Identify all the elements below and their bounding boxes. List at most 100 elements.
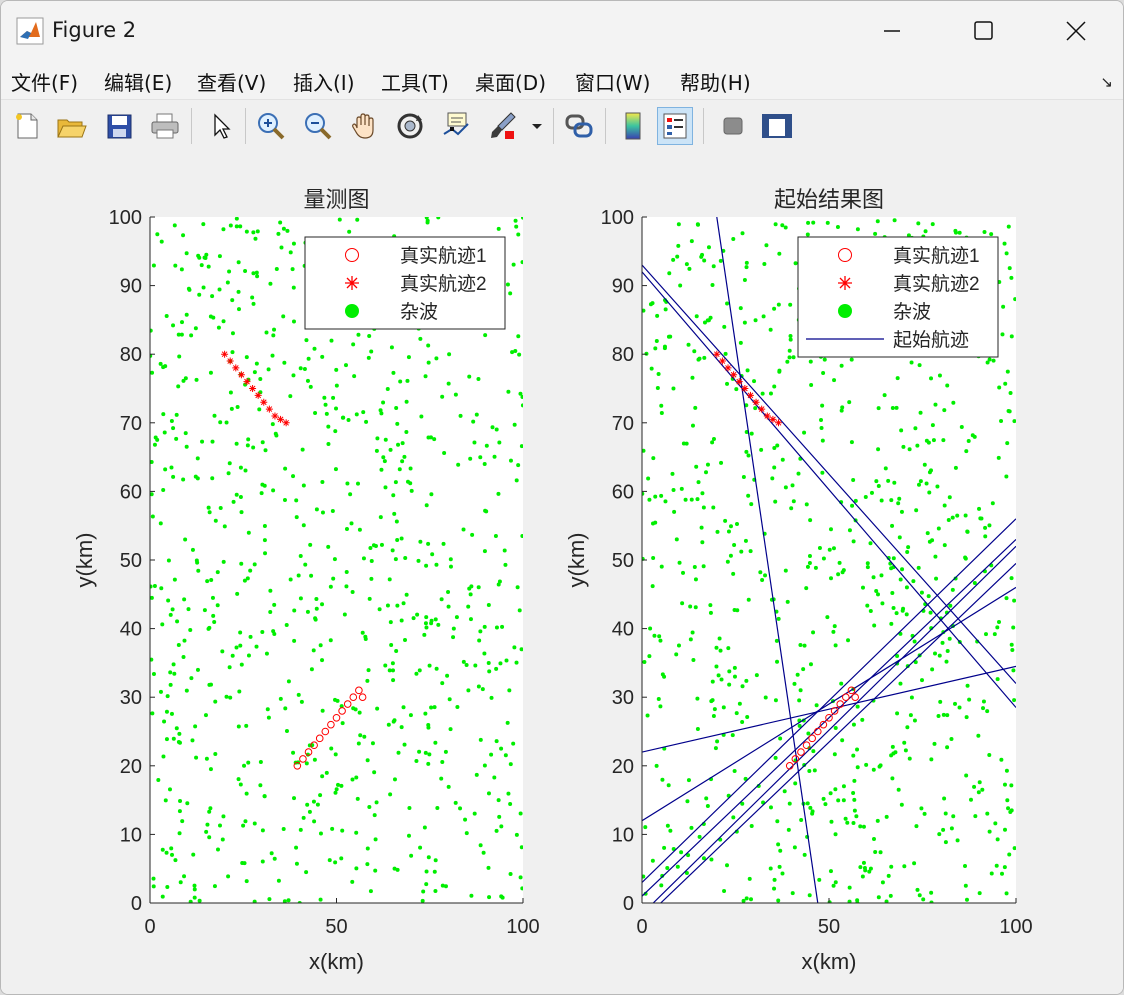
colorbar-button[interactable] bbox=[615, 107, 651, 145]
clutter-point bbox=[854, 814, 859, 819]
menu-file[interactable]: 文件(F) bbox=[11, 71, 79, 95]
menu-desktop[interactable]: 桌面(D) bbox=[475, 71, 547, 95]
clutter-point bbox=[282, 497, 287, 502]
initiated-track-line bbox=[642, 271, 1016, 708]
new-figure-button[interactable] bbox=[9, 107, 45, 145]
legend-marker-star bbox=[345, 276, 359, 290]
clutter-point bbox=[471, 419, 476, 424]
clutter-point bbox=[201, 222, 206, 227]
track2-point bbox=[752, 398, 760, 406]
clutter-point bbox=[700, 252, 705, 257]
clutter-point bbox=[284, 622, 289, 627]
menu-insert[interactable]: 插入(I) bbox=[293, 71, 355, 95]
clutter-point bbox=[270, 422, 275, 427]
clutter-point bbox=[440, 394, 445, 399]
data-cursor-button[interactable] bbox=[438, 107, 474, 145]
hide-plot-tools-button[interactable] bbox=[715, 107, 751, 145]
clutter-point bbox=[685, 799, 690, 804]
clutter-point bbox=[290, 267, 295, 272]
zoom-out-button[interactable] bbox=[300, 107, 336, 145]
open-file-button[interactable] bbox=[53, 107, 89, 145]
clutter-point bbox=[788, 333, 793, 338]
menu-help[interactable]: 帮助(H) bbox=[680, 71, 751, 95]
clutter-point bbox=[833, 643, 838, 648]
zoom-in-button[interactable] bbox=[253, 107, 289, 145]
clutter-point bbox=[951, 400, 956, 405]
clutter-point bbox=[965, 529, 970, 534]
track1-point bbox=[293, 762, 302, 770]
clutter-point bbox=[221, 227, 226, 232]
clutter-point bbox=[734, 711, 739, 716]
clutter-point bbox=[499, 746, 504, 751]
clutter-point bbox=[772, 446, 777, 451]
clutter-point bbox=[777, 864, 782, 869]
clutter-point bbox=[276, 878, 281, 883]
clutter-point bbox=[865, 603, 870, 608]
save-button[interactable] bbox=[101, 107, 137, 145]
clutter-point bbox=[719, 677, 724, 682]
clutter-point bbox=[711, 264, 716, 269]
track1-point bbox=[851, 693, 859, 702]
clutter-point bbox=[894, 405, 899, 410]
clutter-point bbox=[314, 507, 319, 512]
menu-view[interactable]: 查看(V) bbox=[197, 71, 267, 95]
clutter-point bbox=[811, 749, 816, 754]
clutter-point bbox=[179, 267, 184, 272]
clutter-point bbox=[395, 867, 400, 872]
brush-dropdown[interactable] bbox=[527, 107, 547, 145]
menu-window[interactable]: 窗口(W) bbox=[575, 71, 651, 95]
clutter-point bbox=[378, 408, 383, 413]
pan-button[interactable] bbox=[346, 107, 382, 145]
clutter-point bbox=[268, 281, 273, 286]
clutter-point bbox=[252, 370, 257, 375]
clutter-point bbox=[764, 243, 769, 248]
clutter-point bbox=[298, 827, 303, 832]
clutter-point bbox=[807, 553, 812, 558]
clutter-point bbox=[383, 663, 388, 668]
clutter-point bbox=[177, 831, 182, 836]
clutter-point bbox=[683, 497, 688, 502]
clutter-point bbox=[659, 883, 664, 888]
track2-point bbox=[763, 412, 771, 420]
show-plot-tools-button[interactable] bbox=[759, 107, 795, 145]
clutter-point bbox=[387, 668, 392, 673]
clutter-point bbox=[166, 558, 171, 563]
clutter-point bbox=[746, 597, 751, 602]
clutter-point bbox=[899, 802, 904, 807]
brush-button[interactable] bbox=[485, 107, 521, 145]
menu-tools[interactable]: 工具(T) bbox=[381, 71, 449, 95]
dock-arrow-icon[interactable]: ↘ bbox=[1100, 73, 1113, 91]
clutter-point bbox=[515, 585, 520, 590]
clutter-point bbox=[650, 521, 655, 526]
maximize-button[interactable] bbox=[938, 1, 1030, 61]
clutter-point bbox=[1002, 827, 1007, 832]
clutter-point bbox=[793, 261, 798, 266]
link-plot-button[interactable] bbox=[561, 107, 597, 145]
clutter-point bbox=[814, 703, 819, 708]
legend-button[interactable] bbox=[657, 107, 693, 145]
clutter-point bbox=[520, 403, 523, 408]
print-button[interactable] bbox=[147, 107, 183, 145]
select-pointer-button[interactable] bbox=[203, 107, 239, 145]
clutter-point bbox=[963, 513, 968, 518]
clutter-point bbox=[704, 470, 709, 475]
clutter-point bbox=[508, 872, 513, 877]
clutter-point bbox=[933, 554, 938, 559]
clutter-point bbox=[226, 471, 231, 476]
clutter-point bbox=[780, 223, 785, 228]
clutter-point bbox=[850, 503, 855, 508]
clutter-point bbox=[839, 363, 844, 368]
clutter-point bbox=[878, 850, 883, 855]
clutter-point bbox=[239, 561, 244, 566]
minimize-button[interactable] bbox=[846, 1, 938, 61]
clutter-point bbox=[262, 483, 267, 488]
clutter-point bbox=[659, 411, 664, 416]
close-button[interactable] bbox=[1030, 1, 1122, 61]
clutter-point bbox=[875, 592, 880, 597]
clutter-point bbox=[996, 455, 1001, 460]
clutter-point bbox=[699, 525, 704, 530]
menu-edit[interactable]: 编辑(E) bbox=[104, 71, 173, 95]
close-icon bbox=[1066, 21, 1086, 41]
rotate-3d-button[interactable] bbox=[392, 107, 428, 145]
clutter-point bbox=[282, 899, 287, 903]
